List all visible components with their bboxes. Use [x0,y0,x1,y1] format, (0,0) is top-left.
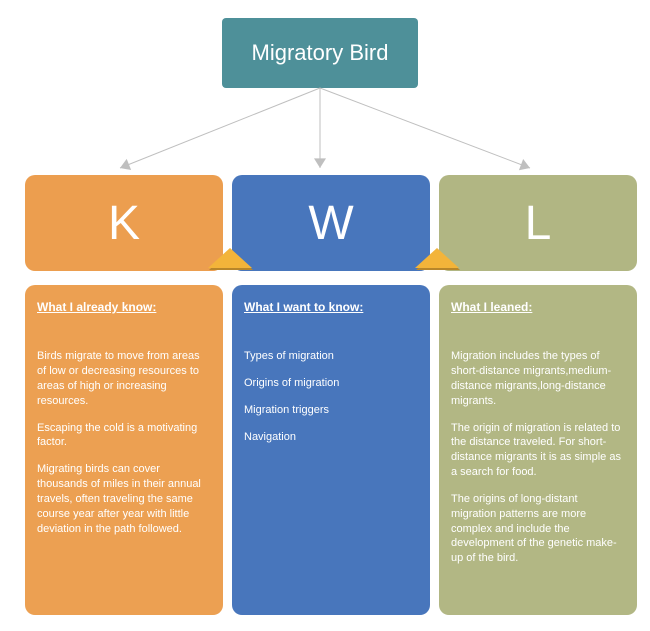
column-heading: What I already know: [37,299,211,315]
column-paragraph: Migration includes the types of short-di… [451,349,625,408]
column-heading: What I want to know: [244,299,418,315]
column-body-k: What I already know: Birds migrate to mov… [25,285,223,615]
column-header-k: K [25,175,223,271]
column-paragraph: The origins of long-distant migration pa… [451,492,625,566]
column-body-l: What I leaned: Migration includes the typ… [439,285,637,615]
column-paragraph: The origin of migration is related to th… [451,421,625,480]
column-header-l: L [439,175,637,271]
title-box: Migratory Bird [222,18,418,88]
column-paragraph: Origins of migration [244,376,418,391]
column-letter: L [525,196,552,251]
column-paragraph: Migrating birds can cover thousands of m… [37,462,211,536]
column-letter: W [308,196,353,251]
column-paragraph: Birds migrate to move from areas of low … [37,349,211,408]
column-paragraph: Migration triggers [244,403,418,418]
column-paragraph: Navigation [244,430,418,445]
column-paragraph: Escaping the cold is a motivating factor… [37,421,211,451]
title-text: Migratory Bird [252,40,389,66]
column-heading: What I leaned: [451,299,625,315]
column-letter: K [108,196,140,251]
column-body-w: What I want to know: Types of migration Or… [232,285,430,615]
column-header-w: W [232,175,430,271]
column-paragraph: Types of migration [244,349,418,364]
